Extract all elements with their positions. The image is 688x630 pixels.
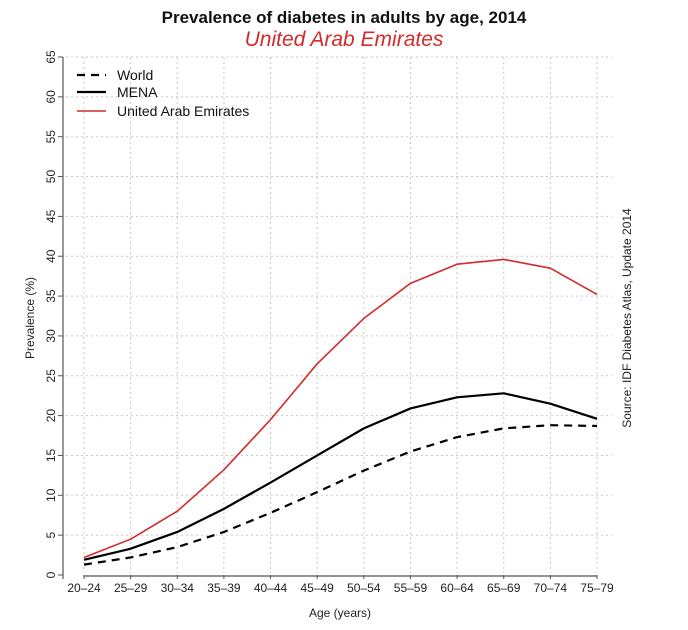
source-note: Source: IDF Diabetes Atlas, Update 2014	[620, 208, 634, 428]
x-tick-label: 60–64	[440, 581, 474, 595]
y-tick-label: 0	[44, 571, 58, 578]
x-tick-label: 35–39	[207, 581, 241, 595]
x-tick-label: 30–34	[161, 581, 195, 595]
x-tick-label: 20–24	[67, 581, 101, 595]
chart-subtitle: United Arab Emirates	[244, 28, 444, 51]
y-tick-label: 35	[44, 289, 58, 303]
legend-label: World	[117, 67, 153, 83]
x-tick-label: 75–79	[580, 581, 614, 595]
y-tick-label: 30	[44, 329, 58, 343]
y-tick-label: 5	[44, 531, 58, 538]
series-line-world	[83, 424, 598, 566]
y-tick-label: 25	[44, 369, 58, 383]
chart-title: Prevalence of diabetes in adults by age,…	[161, 8, 527, 27]
axes: 0 5 10 15 20 25 30 35 40 45 50 55 60 65 20–24 25–29 30–3…	[44, 50, 614, 595]
y-tick-label: 40	[44, 249, 58, 263]
legend-label: MENA	[117, 84, 158, 100]
x-tick-label: 50–54	[347, 581, 381, 595]
y-tick-label: 20	[44, 409, 58, 423]
y-tick-label: 65	[44, 50, 58, 64]
series-lines	[83, 258, 598, 566]
y-tick-label: 60	[44, 90, 58, 104]
y-axis-label: Prevalence (%)	[23, 277, 37, 359]
x-tick-label: 40–44	[254, 581, 288, 595]
legend-label: United Arab Emirates	[117, 103, 249, 119]
x-tick-label: 45–49	[300, 581, 334, 595]
series-line-united-arab-emirates	[83, 258, 598, 559]
y-tick-label: 15	[44, 448, 58, 462]
y-tick-label: 55	[44, 130, 58, 144]
x-tick-label: 55–59	[394, 581, 428, 595]
x-tick-label: 65–69	[487, 581, 521, 595]
x-axis-label: Age (years)	[309, 606, 371, 620]
y-tick-label: 10	[44, 488, 58, 502]
y-tick-label: 50	[44, 170, 58, 184]
y-tick-label: 45	[44, 209, 58, 223]
x-tick-label: 70–74	[534, 581, 568, 595]
grid	[66, 56, 612, 573]
x-tick-label: 25–29	[114, 581, 148, 595]
series-line-mena	[83, 392, 598, 561]
